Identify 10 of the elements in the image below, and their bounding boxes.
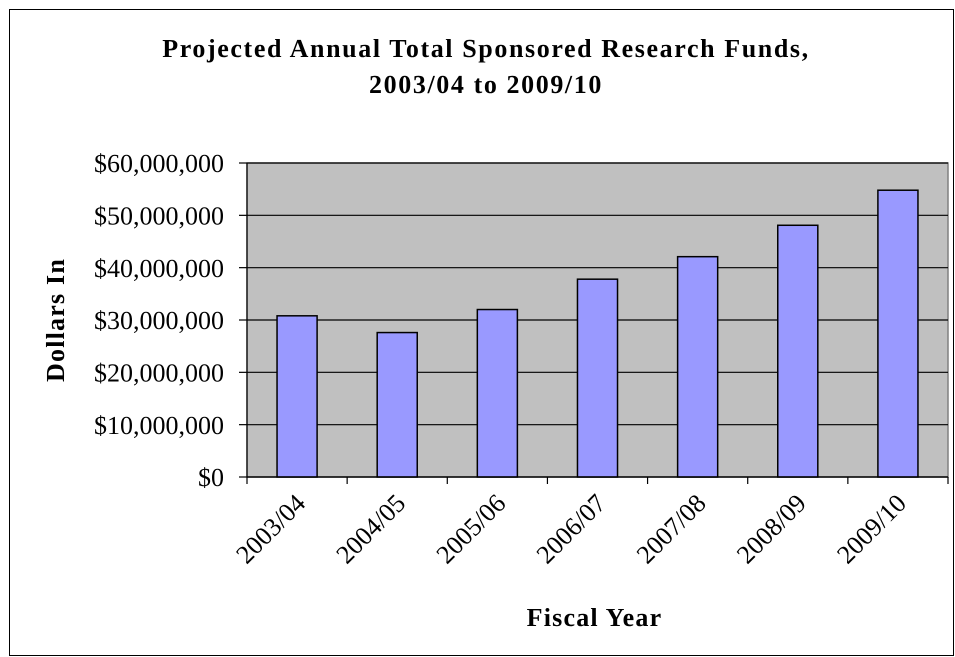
y-axis-title: Dollars In xyxy=(41,258,70,382)
y-tick-label: $10,000,000 xyxy=(94,410,224,440)
y-tick-label: $50,000,000 xyxy=(94,201,224,230)
x-axis-title: Fiscal Year xyxy=(526,603,662,632)
y-tick-label: $20,000,000 xyxy=(94,358,224,388)
y-tick-label: $0 xyxy=(198,463,224,492)
y-tick-label: $30,000,000 xyxy=(94,306,224,336)
chart-title: Projected Annual Total Sponsored Research Funds, 2003/04 to 2009/10 xyxy=(162,34,810,99)
y-tick-label: $40,000,000 xyxy=(94,254,224,283)
y-tick-label: $60,000,000 xyxy=(94,149,224,178)
